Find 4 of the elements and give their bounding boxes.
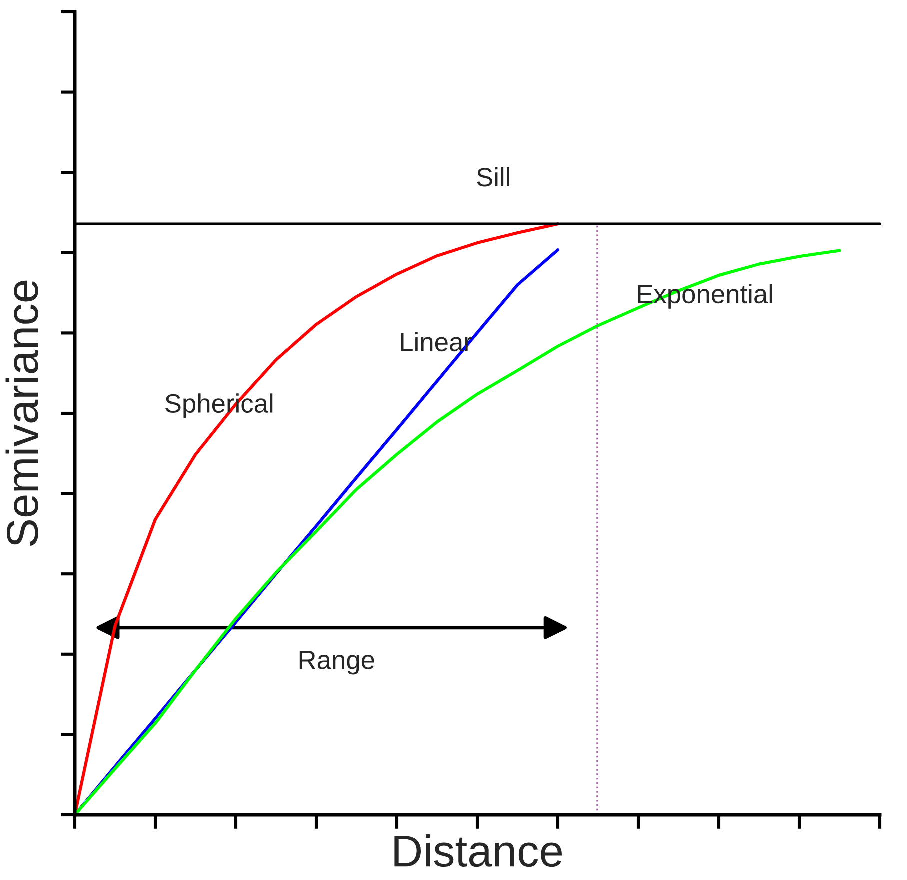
annotation: Range [300,651,374,675]
y-axis-title: Semivariance [6,280,38,546]
ref-line-label: Sill [477,167,510,187]
x-axis-title: Distance [394,834,562,868]
